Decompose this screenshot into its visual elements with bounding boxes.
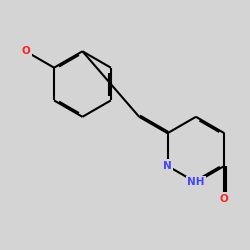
Text: NH: NH <box>187 177 205 187</box>
Text: O: O <box>220 194 229 204</box>
Text: N: N <box>163 161 172 171</box>
Text: O: O <box>21 46 30 56</box>
